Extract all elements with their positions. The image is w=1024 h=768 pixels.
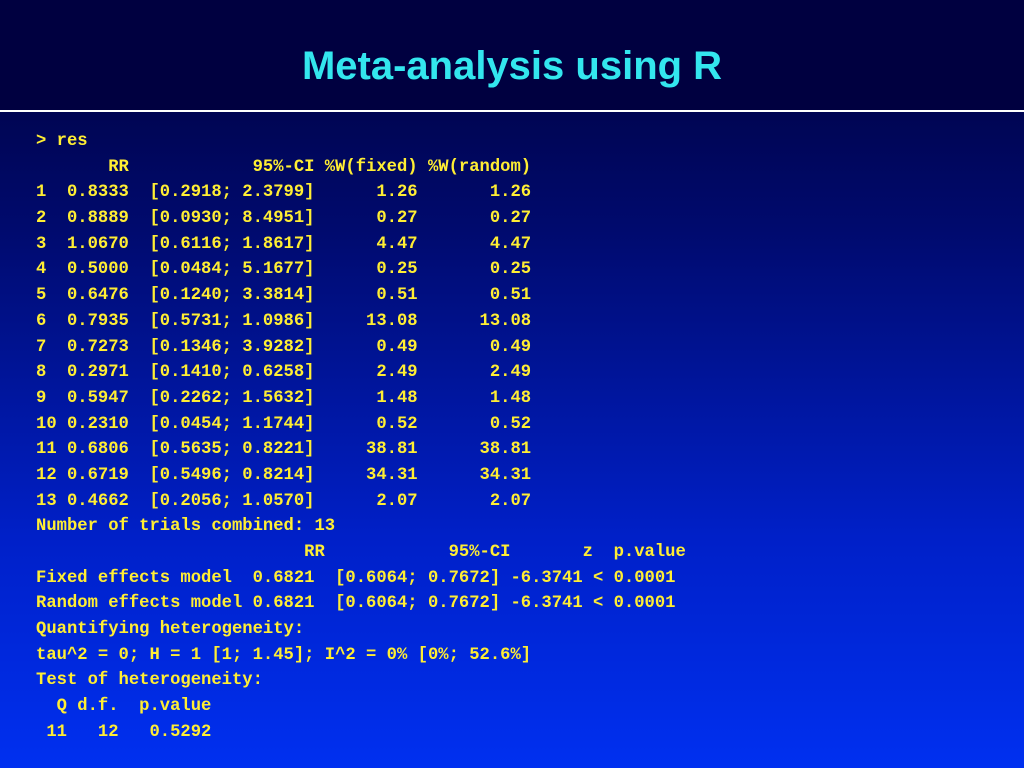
slide-title: Meta-analysis using R: [301, 44, 723, 88]
random-effects-row: Random effects model 0.6821 [0.6064; 0.7…: [36, 594, 676, 614]
model-table-header: RR 95%-CI z p.value: [36, 543, 686, 562]
heterogeneity-test-heading: Test of heterogeneity:: [36, 671, 263, 691]
study-row: 4 0.5000 [0.0484; 5.1677] 0.25 0.25: [36, 260, 532, 280]
title-band: [0, 0, 1024, 110]
prompt-line: > res: [36, 132, 88, 151]
study-row: 3 1.0670 [0.6116; 1.8617] 4.47 4.47: [36, 234, 532, 254]
study-table-header: RR 95%-CI %W(fixed) %W(random): [36, 157, 532, 177]
study-row: 1 0.8333 [0.2918; 2.3799] 1.26 1.26: [36, 183, 532, 203]
fixed-effects-row: Fixed effects model 0.6821 [0.6064; 0.76…: [36, 568, 676, 588]
study-row: 12 0.6719 [0.5496; 0.8214] 34.31 34.31: [36, 465, 532, 485]
study-row: 11 0.6806 [0.5635; 0.8221] 38.81 38.81: [36, 440, 532, 460]
study-row: 6 0.7935 [0.5731; 1.0986] 13.08 13.08: [36, 311, 532, 331]
study-row: 2 0.8889 [0.0930; 8.4951] 0.27 0.27: [36, 209, 532, 229]
heterogeneity-test-values: 11 12 0.5292: [36, 722, 212, 742]
trials-combined-line: Number of trials combined: 13: [36, 517, 336, 537]
heterogeneity-stats: tau^2 = 0; H = 1 [1; 1.45]; I^2 = 0% [0%…: [36, 645, 532, 665]
study-row: 9 0.5947 [0.2262; 1.5632] 1.48 1.48: [36, 388, 532, 408]
study-row: 13 0.4662 [0.2056; 1.0570] 2.07 2.07: [36, 491, 532, 511]
study-row: 10 0.2310 [0.0454; 1.1744] 0.52 0.52: [36, 414, 532, 434]
study-row: 7 0.7273 [0.1346; 3.9282] 0.49 0.49: [36, 337, 532, 357]
study-row: 5 0.6476 [0.1240; 3.3814] 0.51 0.51: [36, 286, 532, 306]
study-row: 8 0.2971 [0.1410; 0.6258] 2.49 2.49: [36, 363, 532, 383]
heterogeneity-test-header: Q d.f. p.value: [36, 697, 212, 717]
heterogeneity-heading: Quantifying heterogeneity:: [36, 620, 305, 640]
r-console-output: > res RR 95%-CI %W(fixed) %W(random) 1 0.…: [36, 129, 996, 746]
title-divider: [0, 110, 1024, 112]
